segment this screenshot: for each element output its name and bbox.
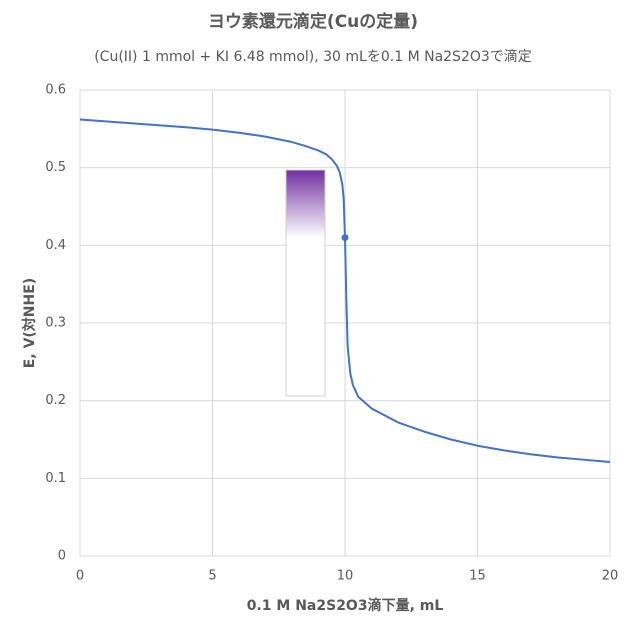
x-tick-label: 15 xyxy=(469,569,486,584)
x-tick-label: 20 xyxy=(602,569,619,584)
data-point xyxy=(341,234,349,242)
chart-title: ヨウ素還元滴定(Cuの定量) xyxy=(208,11,418,32)
y-tick-label: 0.1 xyxy=(45,471,66,486)
x-tick-label: 0 xyxy=(76,569,84,584)
chart-subtitle: (Cu(II) 1 mmol + KI 6.48 mmol), 30 mLを0.… xyxy=(94,48,532,65)
x-tick-label: 5 xyxy=(208,569,216,584)
y-tick-label: 0.5 xyxy=(45,160,66,175)
y-tick-label: 0.3 xyxy=(45,316,66,331)
plot xyxy=(79,118,611,464)
vial-illustration xyxy=(285,169,326,397)
y-tick-label: 0 xyxy=(58,549,66,564)
y-tick-label: 0.2 xyxy=(45,393,66,408)
grid: 0 0.1 0.2 0.3 0.4 0.5 0.6 0 5 10 15 20 xyxy=(45,83,618,584)
y-axis-title: E, V(対NHE) xyxy=(21,278,38,368)
x-tick-label: 10 xyxy=(337,569,354,584)
y-tick-label: 0.4 xyxy=(45,238,66,253)
y-tick-label: 0.6 xyxy=(45,83,66,98)
x-axis-title: 0.1 M Na2S2O3滴下量, mL xyxy=(247,597,444,614)
